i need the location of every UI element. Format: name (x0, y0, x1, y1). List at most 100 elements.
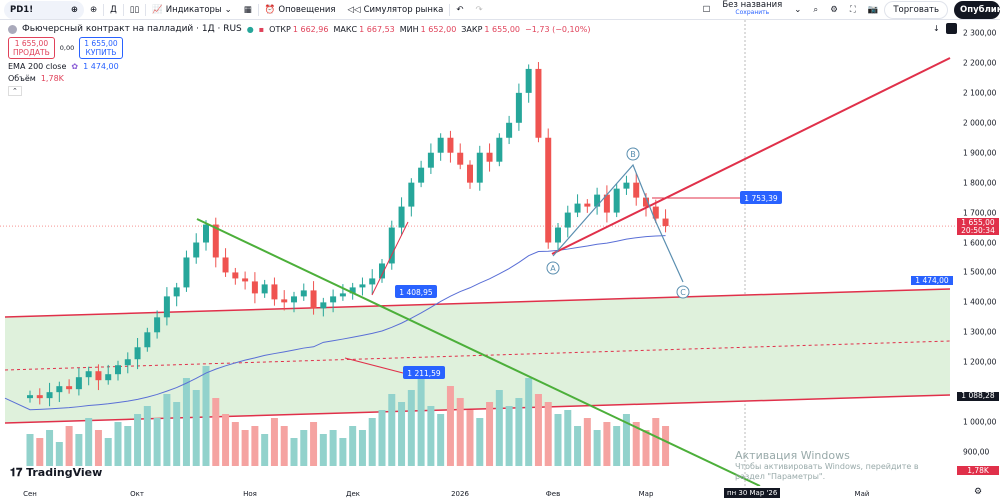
interval-button[interactable]: Д (110, 4, 117, 15)
undo-button[interactable]: ↶ (450, 1, 469, 19)
screenshot-button[interactable]: 📷 (862, 1, 885, 19)
candle-body (261, 284, 268, 294)
camera-icon: 📷 (867, 4, 879, 15)
volume-bar (202, 366, 210, 466)
volume-bar (182, 378, 190, 466)
abc-pattern (552, 163, 684, 283)
volume-bar (495, 390, 503, 466)
volume-bar (398, 402, 406, 466)
arrow-line (344, 357, 404, 374)
market-closed-icon: ▪ (258, 24, 265, 34)
gear-icon: ⚙ (830, 4, 838, 15)
volume-bar (65, 426, 73, 466)
volume-bar (368, 418, 376, 466)
volume-label[interactable]: Объём (8, 74, 36, 83)
level-price-tag: 1 088,28 (957, 391, 999, 401)
channel-upper-line (4, 288, 951, 318)
replay-label: Симулятор рынка (363, 4, 444, 15)
candle-body (46, 392, 53, 399)
candle-body (418, 167, 425, 183)
quick-search-button[interactable]: ⌕ (807, 1, 824, 19)
volume-bar (544, 402, 552, 466)
symbol-search[interactable]: PD1! ⊕ (4, 0, 84, 19)
volume-bar (456, 398, 464, 466)
candle-body (105, 374, 112, 381)
redo-button[interactable]: ↷ (469, 1, 488, 19)
time-tick: Фев (545, 490, 561, 498)
last-text: 1 655,00 (961, 217, 995, 227)
candle-body (115, 365, 121, 375)
candle-body (183, 257, 190, 288)
candle-body (330, 296, 337, 303)
replay-button[interactable]: ◁◁ Симулятор рынка (342, 1, 450, 19)
candle-body (56, 386, 63, 393)
layout-button[interactable]: ☐ (697, 1, 717, 19)
volume-bar (75, 434, 83, 466)
price-tick: 1 600,00 (963, 238, 997, 247)
fullscreen-button[interactable]: ⛶ (844, 1, 862, 19)
layout-name[interactable]: Без названия Сохранить (716, 0, 788, 19)
volume-bar (280, 426, 288, 466)
candle-body (437, 137, 444, 153)
candle-body (555, 227, 561, 243)
volume-bar (437, 414, 445, 466)
candle-body (369, 278, 376, 285)
wave-point-circle (626, 147, 640, 161)
candle-body (594, 194, 601, 207)
price-tick: 1 200,00 (963, 357, 997, 367)
price-tick: 1 000,00 (963, 417, 997, 427)
candle-body (643, 197, 649, 207)
change-value: −1,73 (−0,10%) (525, 24, 591, 34)
axis-settings-icon[interactable]: ⚙ (974, 487, 983, 497)
candle-body (525, 68, 532, 93)
open-label: ОТКР (269, 24, 291, 34)
add-symbol-icon[interactable]: ⊕ (70, 4, 78, 15)
scroll-down-button[interactable]: ↓ (933, 24, 940, 33)
channel-zone (5, 289, 950, 423)
candle-body (271, 284, 278, 300)
fullscreen-icon: ⛶ (849, 4, 856, 15)
volume-bar (173, 402, 181, 466)
indicators-button[interactable]: 📈 Индикаторы ⌄ (146, 1, 238, 19)
candle-body (467, 164, 473, 183)
price-tick: 2 000,00 (963, 118, 997, 128)
candle-body (633, 182, 640, 198)
price-axis[interactable]: ↓ 2 300,00 2 200,00 2 100,00 2 000,00 1 900,… (911, 20, 1000, 486)
legend-title[interactable]: Фьючерсный контракт на палладий · 1Д · R… (22, 24, 242, 34)
candle-body (564, 212, 571, 228)
volume-bar (349, 426, 357, 466)
divider (145, 3, 147, 16)
settings-button[interactable]: ⚙ (824, 1, 844, 19)
buy-button[interactable]: 1 655,00 КУПИТЬ (79, 37, 123, 59)
candle-body (300, 290, 307, 297)
search-icon: ⌕ (813, 4, 819, 15)
volume-bar (300, 430, 308, 466)
price-chart[interactable]: 1 408,95 1 211,59 1 753,39 A B C (0, 20, 955, 486)
auto-scale-button[interactable] (946, 23, 957, 34)
layout-menu[interactable]: ⌄ (788, 1, 807, 19)
candle-body (535, 68, 542, 138)
price-tick: 2 300,00 (963, 28, 997, 38)
templates-button[interactable]: ▦ (238, 1, 258, 19)
collapse-legend-icon[interactable]: ⌃ (8, 86, 22, 96)
candle-body (349, 287, 356, 294)
candle-body (232, 272, 239, 279)
trade-button[interactable]: Торговать (884, 0, 948, 19)
price-label-box (395, 285, 437, 298)
compare-button[interactable]: ⊕ (84, 1, 103, 19)
volume-bar (270, 418, 278, 466)
volume-bar (515, 398, 523, 466)
ema-price-tag: 1 474,00 (911, 276, 953, 286)
volume-bar (593, 430, 601, 466)
sell-button[interactable]: 1 655,00 ПРОДАТЬ (8, 37, 55, 59)
chart-type-button[interactable]: ▯▯ (124, 1, 145, 19)
save-link[interactable]: Сохранить (735, 8, 770, 16)
sell-label: ПРОДАТЬ (13, 48, 50, 57)
undo-icon: ↶ (456, 4, 464, 15)
alerts-button[interactable]: ⏰ Оповещения (259, 1, 342, 19)
volume-bar (652, 418, 660, 466)
publish-button[interactable]: Опубликовать (954, 0, 1000, 19)
ema-label[interactable]: EMA 200 close (8, 62, 67, 71)
logo[interactable]: 𝟏𝟕 TradingView (10, 466, 102, 480)
volume-bar (310, 422, 318, 466)
